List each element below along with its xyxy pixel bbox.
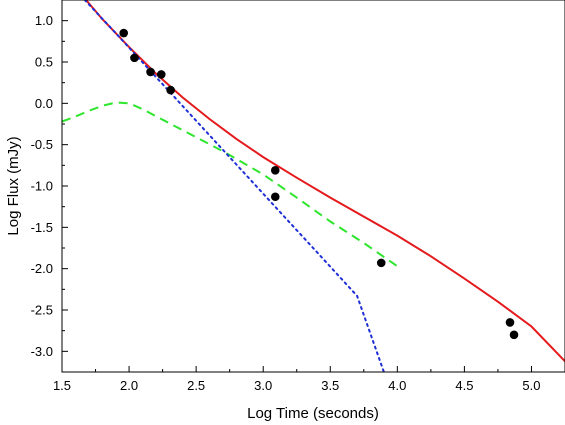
points-layer (119, 28, 519, 340)
y-tick-label: 0.0 (35, 96, 53, 111)
series-layer (62, 0, 565, 372)
data-point (509, 330, 519, 340)
x-tick-label: 1.5 (53, 378, 71, 393)
x-tick-label: 4.5 (455, 378, 473, 393)
data-point (156, 70, 166, 79)
data-point (505, 318, 515, 327)
series-line-solid (85, 0, 565, 362)
y-tick-label: -2.5 (31, 303, 53, 318)
data-point (270, 165, 280, 175)
y-axis-title: Log Flux (mJy) (5, 136, 22, 235)
y-tick-label: -3.0 (31, 344, 53, 359)
ticks-layer: 1.5 2.0 2.5 3.0 3.5 4.0 4.5 5.0 1.0 0.5 0.0 -0.5 -1.… (31, 0, 541, 393)
x-tick-label: 4.0 (388, 378, 406, 393)
data-point (376, 258, 386, 268)
x-tick-label: 2.0 (120, 378, 138, 393)
data-point (166, 85, 175, 95)
x-tick-label: 3.5 (321, 378, 339, 393)
y-tick-label: -1.0 (31, 179, 53, 194)
y-tick-label: 1.0 (35, 13, 53, 28)
y-tick-label: -1.5 (31, 220, 53, 235)
y-tick-label: -0.5 (31, 137, 53, 152)
data-point (119, 28, 129, 38)
y-tick-label: -2.0 (31, 261, 53, 276)
data-point (270, 192, 280, 202)
data-point (130, 53, 139, 63)
x-tick-label: 5.0 (522, 378, 540, 393)
series-line-dotted (83, 0, 385, 372)
x-tick-label: 3.0 (254, 378, 272, 393)
data-point (146, 67, 155, 77)
y-tick-label: 0.5 (35, 55, 53, 70)
x-axis-title: Log Time (seconds) (247, 405, 379, 422)
series-line-dashed (62, 101, 398, 268)
x-tick-label: 2.5 (187, 378, 205, 393)
